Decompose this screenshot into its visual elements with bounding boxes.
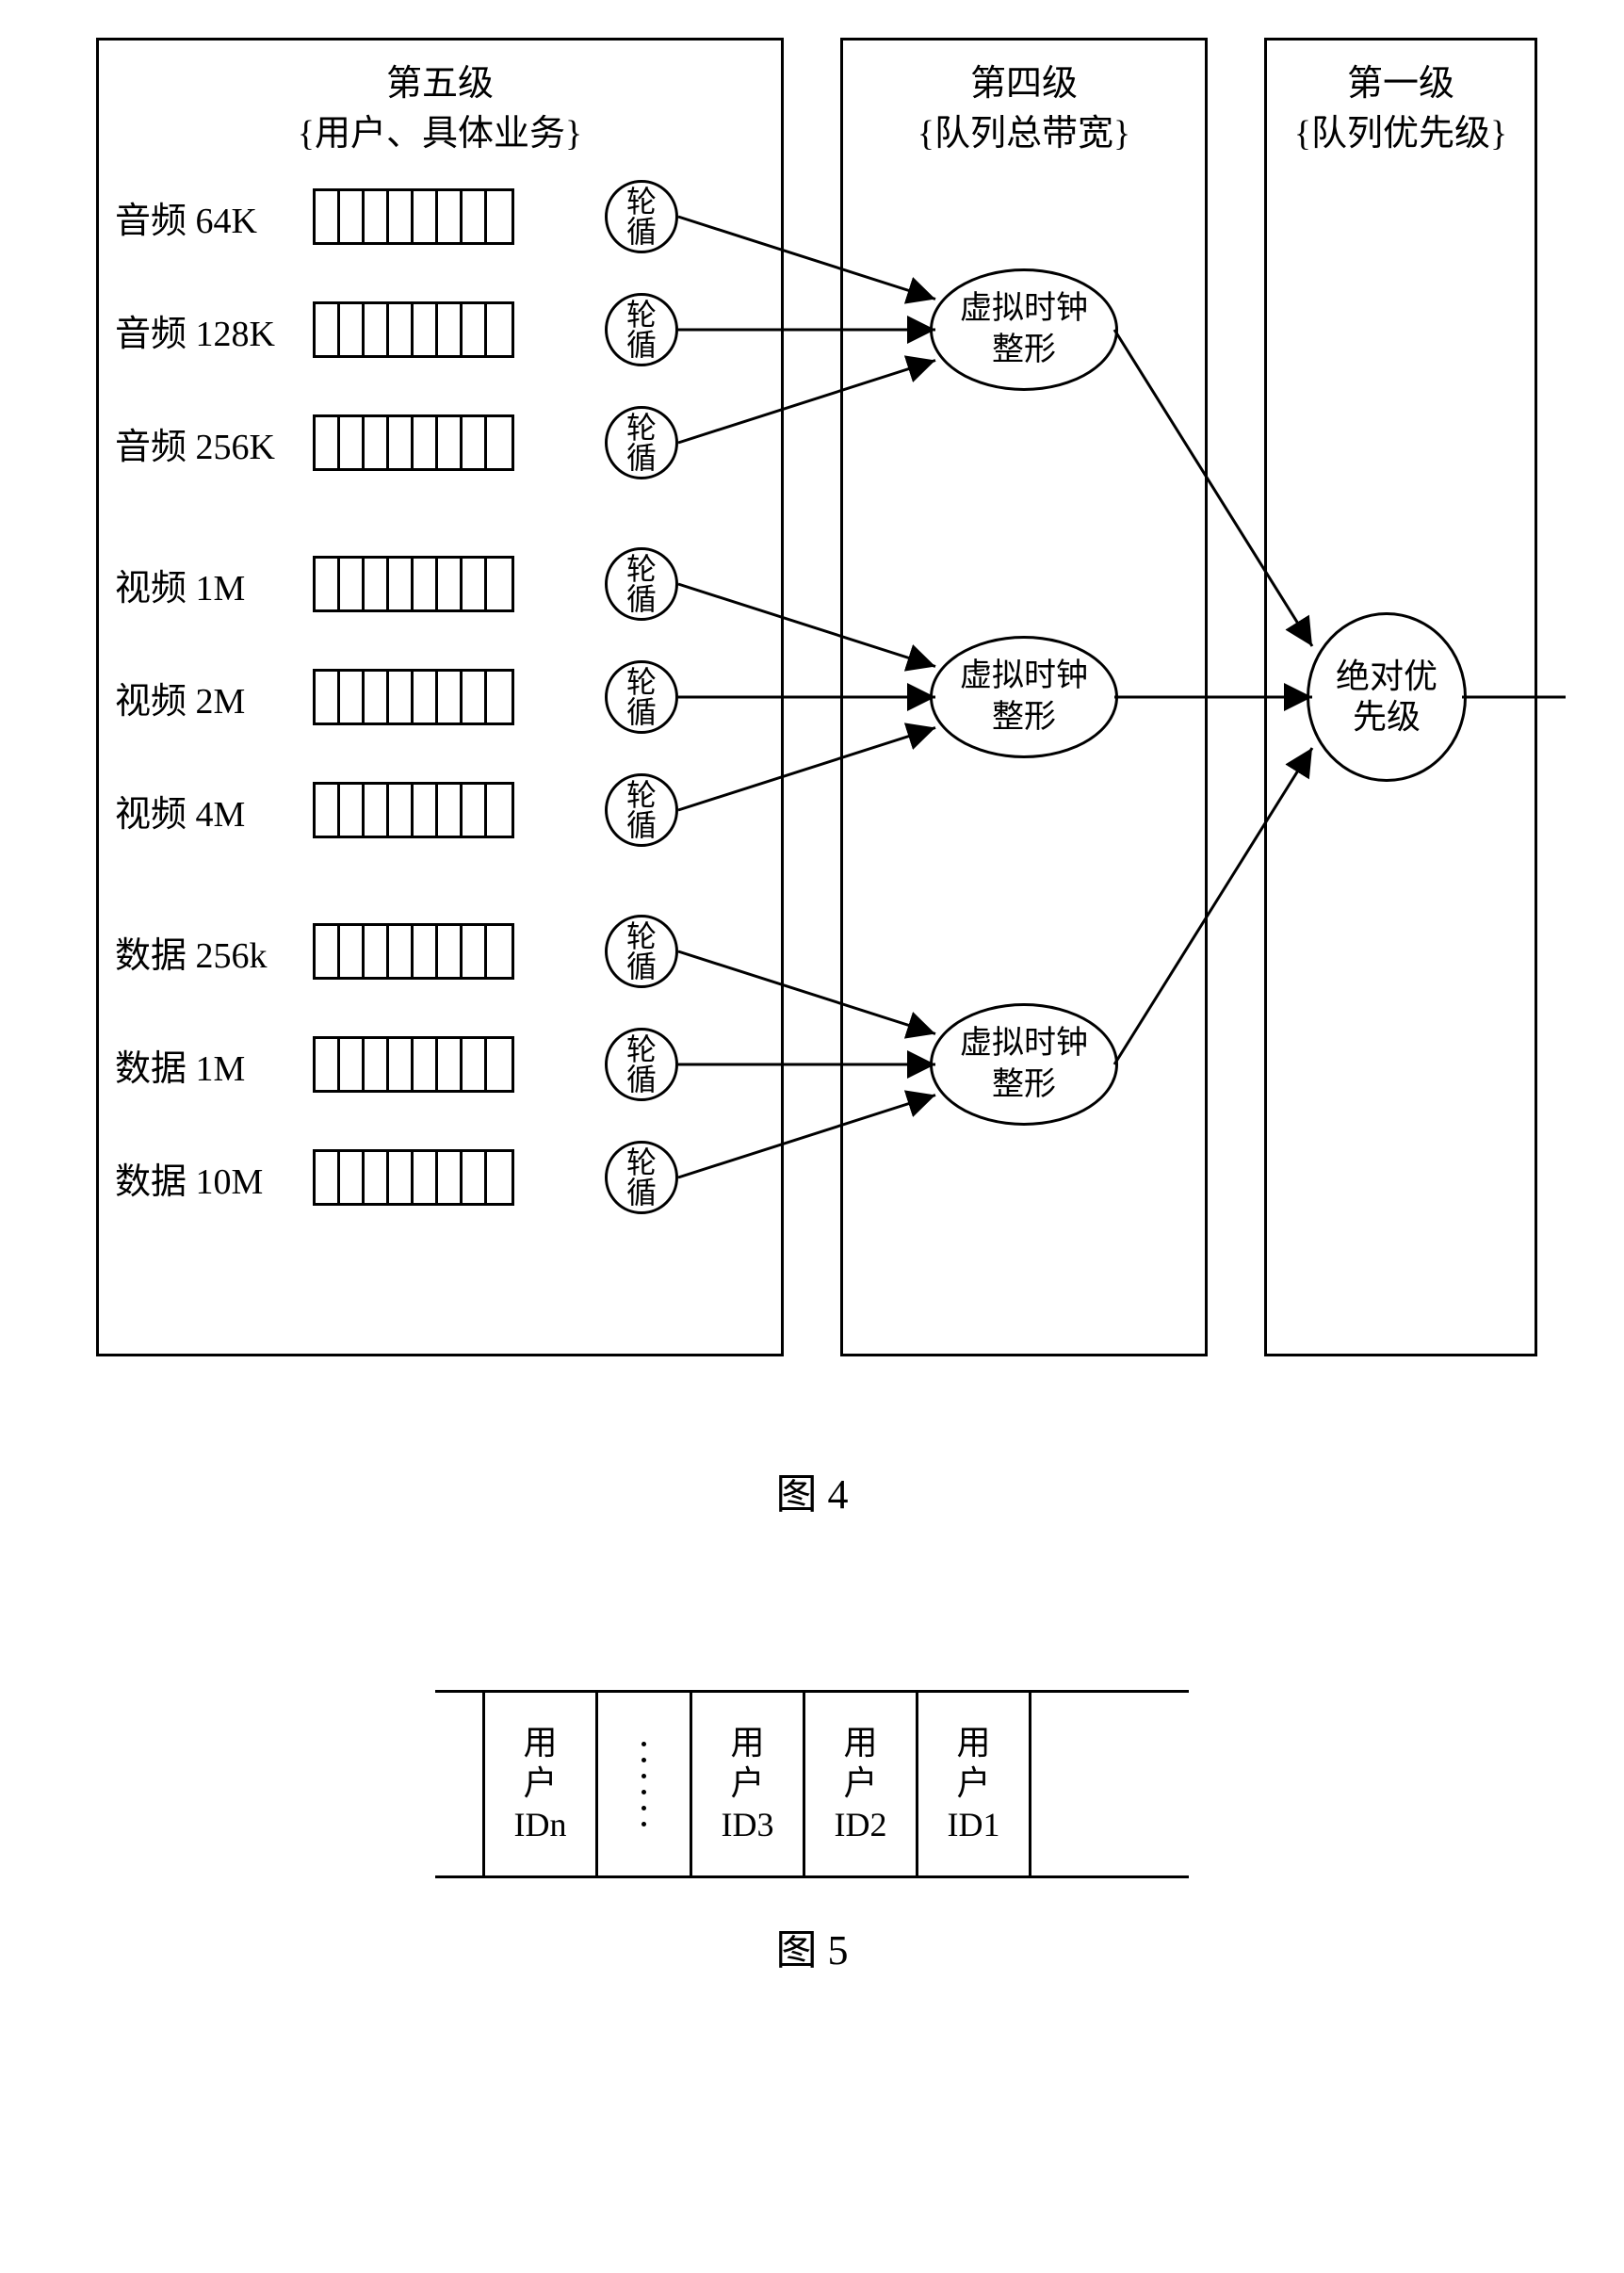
queue-cells xyxy=(313,1149,514,1206)
queue-row: 数据 1M xyxy=(115,1036,514,1093)
figure5-caption: 图 5 xyxy=(38,1916,1586,1976)
figure4-caption: 图 4 xyxy=(38,1460,1586,1520)
queue-row: 视频 1M xyxy=(115,556,514,612)
ellipsis-cell xyxy=(595,1693,690,1875)
queue-label: 音频 128K xyxy=(115,304,313,356)
queue-cells xyxy=(313,923,514,980)
queue-row: 数据 256k xyxy=(115,923,514,980)
queue-label: 音频 256K xyxy=(115,417,313,469)
queue-label: 音频 64K xyxy=(115,191,313,243)
round-robin-node: 轮循 xyxy=(605,547,678,621)
virtual-clock-node: 虚拟时钟整形 xyxy=(930,1003,1118,1126)
queue-label: 数据 256k xyxy=(115,926,313,978)
round-robin-node: 轮循 xyxy=(605,660,678,734)
queue-cells xyxy=(313,1036,514,1093)
round-robin-node: 轮循 xyxy=(605,406,678,479)
round-robin-node: 轮循 xyxy=(605,1141,678,1214)
user-id-cell: 用户ID3 xyxy=(690,1693,803,1875)
queue-label: 数据 10M xyxy=(115,1152,313,1204)
queue-cells xyxy=(313,556,514,612)
user-id-cell: 用户ID1 xyxy=(916,1693,1029,1875)
queue-cells xyxy=(313,414,514,471)
queue-label: 数据 1M xyxy=(115,1039,313,1091)
queue-row: 数据 10M xyxy=(115,1149,514,1206)
queue-label: 视频 1M xyxy=(115,559,313,610)
queue-row: 音频 64K xyxy=(115,188,514,245)
round-robin-node: 轮循 xyxy=(605,1028,678,1101)
round-robin-node: 轮循 xyxy=(605,180,678,253)
queue-cells xyxy=(313,782,514,838)
queue-label: 视频 2M xyxy=(115,672,313,723)
figure5-container: 用户IDn 用户ID3用户ID2用户ID1 xyxy=(435,1690,1189,1878)
virtual-clock-node: 虚拟时钟整形 xyxy=(930,268,1118,391)
queue-row: 音频 256K xyxy=(115,414,514,471)
round-robin-node: 轮循 xyxy=(605,773,678,847)
user-id-cell: 用户IDn xyxy=(482,1693,595,1875)
queue-row: 视频 4M xyxy=(115,782,514,838)
virtual-clock-node: 虚拟时钟整形 xyxy=(930,636,1118,758)
round-robin-node: 轮循 xyxy=(605,293,678,366)
priority-node: 绝对优先级 xyxy=(1307,612,1467,782)
stage-header-stage5: 第五级{用户、具体业务} xyxy=(99,41,781,169)
round-robin-node: 轮循 xyxy=(605,915,678,988)
queue-row: 视频 2M xyxy=(115,669,514,725)
stage-header-stage4: 第四级{队列总带宽} xyxy=(843,41,1205,169)
user-id-cell: 用户ID2 xyxy=(803,1693,916,1875)
queue-cells xyxy=(313,188,514,245)
queue-cells xyxy=(313,301,514,358)
stage-header-stage1: 第一级{队列优先级} xyxy=(1267,41,1535,169)
queue-row: 音频 128K xyxy=(115,301,514,358)
queue-cells xyxy=(313,669,514,725)
queue-label: 视频 4M xyxy=(115,785,313,836)
